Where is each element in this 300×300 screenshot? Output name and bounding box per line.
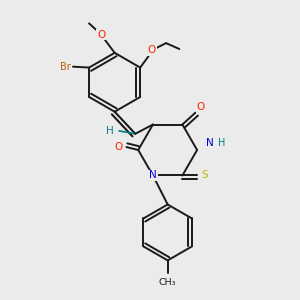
Text: S: S	[202, 170, 208, 181]
Text: O: O	[196, 102, 205, 112]
Text: CH₃: CH₃	[159, 278, 176, 287]
Text: O: O	[114, 142, 122, 152]
Text: H: H	[218, 138, 226, 148]
Text: H: H	[106, 126, 114, 136]
Text: O: O	[97, 30, 106, 40]
Text: Br: Br	[60, 62, 71, 72]
Text: N: N	[206, 138, 213, 148]
Text: O: O	[148, 46, 156, 56]
Text: N: N	[149, 170, 157, 181]
